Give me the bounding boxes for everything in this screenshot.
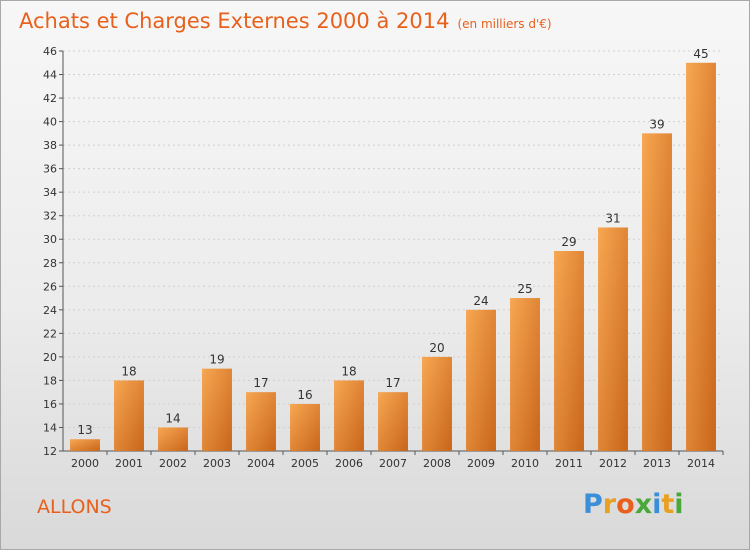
x-tick-label-2008: 2008: [423, 457, 451, 470]
y-tick-label: 36: [43, 163, 57, 176]
bar-2000: [70, 439, 100, 451]
y-tick-label: 18: [43, 374, 57, 387]
y-tick-label: 24: [43, 304, 57, 317]
x-tick-label-2007: 2007: [379, 457, 407, 470]
x-tick-label-2006: 2006: [335, 457, 363, 470]
logo-letter: i: [652, 489, 662, 520]
y-tick-label: 20: [43, 351, 57, 364]
data-label-2000: 13: [77, 423, 92, 437]
x-tick-label-2014: 2014: [687, 457, 715, 470]
y-tick-label: 32: [43, 210, 57, 223]
x-tick-label-2010: 2010: [511, 457, 539, 470]
bar-2009: [466, 309, 496, 451]
bar-2014: [686, 62, 716, 451]
data-label-2011: 29: [561, 235, 576, 249]
bar-2002: [158, 427, 188, 451]
logo-letter: t: [661, 489, 675, 520]
bar-2013: [642, 133, 672, 451]
y-tick-label: 26: [43, 280, 57, 293]
x-tick-label-2012: 2012: [599, 457, 627, 470]
data-label-2013: 39: [649, 117, 664, 131]
y-tick-label: 12: [43, 445, 57, 458]
y-tick-label: 40: [43, 116, 57, 129]
data-label-2001: 18: [121, 364, 136, 378]
data-label-2005: 16: [297, 388, 312, 402]
y-tick-label: 46: [43, 45, 57, 58]
data-label-2014: 45: [693, 47, 708, 61]
commune-name: ALLONS: [37, 496, 112, 518]
title-line: Achats et Charges Externes 2000 à 2014 (e…: [19, 9, 552, 33]
data-label-2006: 18: [341, 364, 356, 378]
x-tick-label-2004: 2004: [247, 457, 275, 470]
bar-2005: [290, 403, 320, 451]
bar-2006: [334, 380, 364, 451]
x-tick-label-2011: 2011: [555, 457, 583, 470]
data-label-2007: 17: [385, 376, 400, 390]
data-label-2009: 24: [473, 294, 488, 308]
bar-2004: [246, 392, 276, 451]
logo-letter: r: [602, 489, 617, 520]
x-tick-label-2000: 2000: [71, 457, 99, 470]
bar-2007: [378, 392, 408, 451]
label-layer: 12 14 16 18 20 22 24 26 28 30 32 34 36 38 40 42 44 46 13 20…: [43, 45, 715, 470]
x-tick-label-2001: 2001: [115, 457, 143, 470]
bar-2010: [510, 298, 540, 451]
data-label-2004: 17: [253, 376, 268, 390]
y-tick-label: 14: [43, 421, 57, 434]
y-tick-label: 44: [43, 69, 57, 82]
data-label-2003: 19: [209, 353, 224, 367]
x-tick-label-2013: 2013: [643, 457, 671, 470]
logo-letter: P: [583, 489, 603, 520]
logo-letter: i: [674, 489, 684, 520]
y-tick-label: 42: [43, 92, 57, 105]
y-tick-label: 34: [43, 186, 57, 199]
x-tick-label-2009: 2009: [467, 457, 495, 470]
bar-2001: [114, 380, 144, 451]
y-tick-label: 16: [43, 398, 57, 411]
x-tick-label-2005: 2005: [291, 457, 319, 470]
y-tick-label: 22: [43, 327, 57, 340]
data-label-2008: 20: [429, 341, 444, 355]
y-tick-label: 38: [43, 139, 57, 152]
chart-subtitle: (en milliers d'€): [457, 17, 552, 31]
proxiti-logo: Proxiti: [583, 489, 684, 520]
x-tick-label-2002: 2002: [159, 457, 187, 470]
logo-letter: o: [616, 489, 635, 520]
bar-2011: [554, 251, 584, 451]
x-tick-label-2003: 2003: [203, 457, 231, 470]
bar-2003: [202, 368, 232, 451]
bar-2012: [598, 227, 628, 451]
logo-letter: x: [634, 489, 653, 520]
bar-layer: [70, 62, 716, 451]
chart-title: Achats et Charges Externes 2000 à 2014: [19, 9, 450, 33]
y-tick-label: 28: [43, 257, 57, 270]
data-label-2002: 14: [165, 411, 180, 425]
data-label-2012: 31: [605, 211, 620, 225]
y-tick-label: 30: [43, 233, 57, 246]
data-label-2010: 25: [517, 282, 532, 296]
bar-2008: [422, 356, 452, 451]
